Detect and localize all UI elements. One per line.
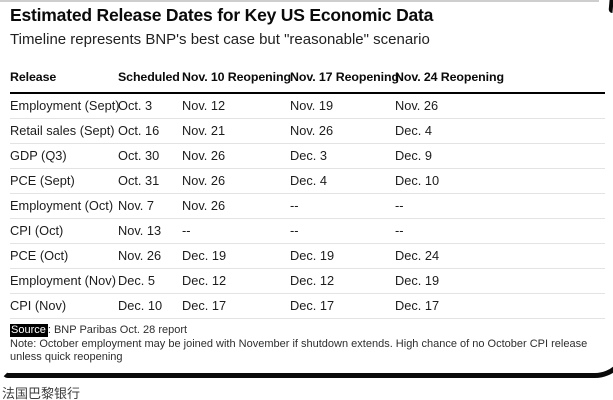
date-cell: Dec. 9 bbox=[395, 148, 432, 163]
table-row: Retail sales (Sept) Oct. 16 Nov. 21 Nov. 26… bbox=[10, 119, 605, 144]
date-cell: Nov. 7 bbox=[118, 198, 155, 213]
chart-footer: Source: BNP Paribas Oct. 28 report Note:… bbox=[10, 324, 590, 365]
card-top-edge-line bbox=[0, 0, 599, 2]
date-cell: -- bbox=[290, 223, 299, 238]
table-row: Employment (Sept) Oct. 3 Nov. 12 Nov. 19 Nov… bbox=[10, 94, 605, 119]
source-line: Source: BNP Paribas Oct. 28 report bbox=[10, 324, 590, 338]
date-cell: Nov. 26 bbox=[182, 198, 226, 213]
chart-subtitle: Timeline represents BNP's best case but … bbox=[10, 31, 430, 48]
date-cell: Dec. 12 bbox=[182, 273, 227, 288]
caption-bnp-paribas: 法国巴黎银行 bbox=[2, 387, 81, 400]
date-cell: Dec. 17 bbox=[182, 298, 227, 313]
release-cell: PCE (Oct) bbox=[10, 248, 69, 263]
date-cell: Oct. 3 bbox=[118, 98, 153, 113]
footnote: Note: October employment may be joined w… bbox=[10, 337, 588, 364]
date-cell: Dec. 4 bbox=[395, 123, 432, 138]
date-cell: Dec. 19 bbox=[395, 273, 440, 288]
release-cell: Retail sales (Sept) bbox=[10, 123, 115, 138]
date-cell: Oct. 16 bbox=[118, 123, 160, 138]
chart-title: Estimated Release Dates for Key US Econo… bbox=[10, 5, 434, 25]
release-cell: CPI (Nov) bbox=[10, 298, 67, 313]
date-cell: Dec. 10 bbox=[118, 298, 163, 313]
table-row: PCE (Sept) Oct. 31 Nov. 26 Dec. 4 Dec. 10 bbox=[10, 169, 605, 194]
source-label: Source bbox=[10, 324, 48, 337]
card-top-right-border-mark bbox=[608, 0, 613, 13]
date-cell: Dec. 17 bbox=[290, 298, 335, 313]
column-header: Release bbox=[10, 70, 57, 84]
date-cell: -- bbox=[395, 223, 404, 238]
date-cell: Oct. 31 bbox=[118, 173, 160, 188]
date-cell: Nov. 21 bbox=[182, 123, 226, 138]
date-cell: Nov. 26 bbox=[182, 148, 226, 163]
date-cell: Nov. 26 bbox=[395, 98, 439, 113]
date-cell: Nov. 26 bbox=[290, 123, 334, 138]
table-body: Employment (Sept) Oct. 3 Nov. 12 Nov. 19 Nov… bbox=[10, 94, 605, 319]
date-cell: Dec. 10 bbox=[395, 173, 440, 188]
release-dates-table: Release Scheduled Nov. 10 Reopening Nov. 17… bbox=[10, 63, 605, 319]
column-header: Nov. 10 Reopening bbox=[182, 70, 291, 84]
date-cell: Nov. 26 bbox=[118, 248, 162, 263]
date-cell: Dec. 5 bbox=[118, 273, 155, 288]
source-text: : BNP Paribas Oct. 28 report bbox=[47, 324, 188, 336]
release-cell: GDP (Q3) bbox=[10, 148, 67, 163]
release-cell: Employment (Nov) bbox=[10, 273, 116, 288]
date-cell: Dec. 24 bbox=[395, 248, 440, 263]
column-header: Nov. 17 Reopening bbox=[290, 70, 399, 84]
release-cell: CPI (Oct) bbox=[10, 223, 64, 238]
date-cell: Nov. 19 bbox=[290, 98, 334, 113]
table-row: Employment (Oct) Nov. 7 Nov. 26 -- -- bbox=[10, 194, 605, 219]
date-cell: -- bbox=[290, 198, 299, 213]
table-row: CPI (Oct) Nov. 13 -- -- -- bbox=[10, 219, 605, 244]
release-cell: PCE (Sept) bbox=[10, 173, 75, 188]
date-cell: Oct. 30 bbox=[118, 148, 160, 163]
table-row: CPI (Nov) Dec. 10 Dec. 17 Dec. 17 Dec. 17 bbox=[10, 294, 605, 319]
release-cell: Employment (Sept) bbox=[10, 98, 120, 113]
date-cell: Dec. 12 bbox=[290, 273, 335, 288]
release-cell: Employment (Oct) bbox=[10, 198, 114, 213]
column-header: Nov. 24 Reopening bbox=[395, 70, 504, 84]
date-cell: Nov. 12 bbox=[182, 98, 226, 113]
date-cell: Nov. 26 bbox=[182, 173, 226, 188]
date-cell: Dec. 19 bbox=[290, 248, 335, 263]
table-header-row: Release Scheduled Nov. 10 Reopening Nov. 17… bbox=[10, 63, 605, 94]
date-cell: Nov. 13 bbox=[118, 223, 162, 238]
date-cell: Dec. 3 bbox=[290, 148, 327, 163]
column-header: Scheduled bbox=[118, 70, 180, 84]
table-row: PCE (Oct) Nov. 26 Dec. 19 Dec. 19 Dec. 24 bbox=[10, 244, 605, 269]
date-cell: -- bbox=[395, 198, 404, 213]
table-row: Employment (Nov) Dec. 5 Dec. 12 Dec. 12 Dec.… bbox=[10, 269, 605, 294]
date-cell: Dec. 4 bbox=[290, 173, 327, 188]
table-row: GDP (Q3) Oct. 30 Nov. 26 Dec. 3 Dec. 9 bbox=[10, 144, 605, 169]
date-cell: -- bbox=[182, 223, 191, 238]
date-cell: Dec. 19 bbox=[182, 248, 227, 263]
date-cell: Dec. 17 bbox=[395, 298, 440, 313]
